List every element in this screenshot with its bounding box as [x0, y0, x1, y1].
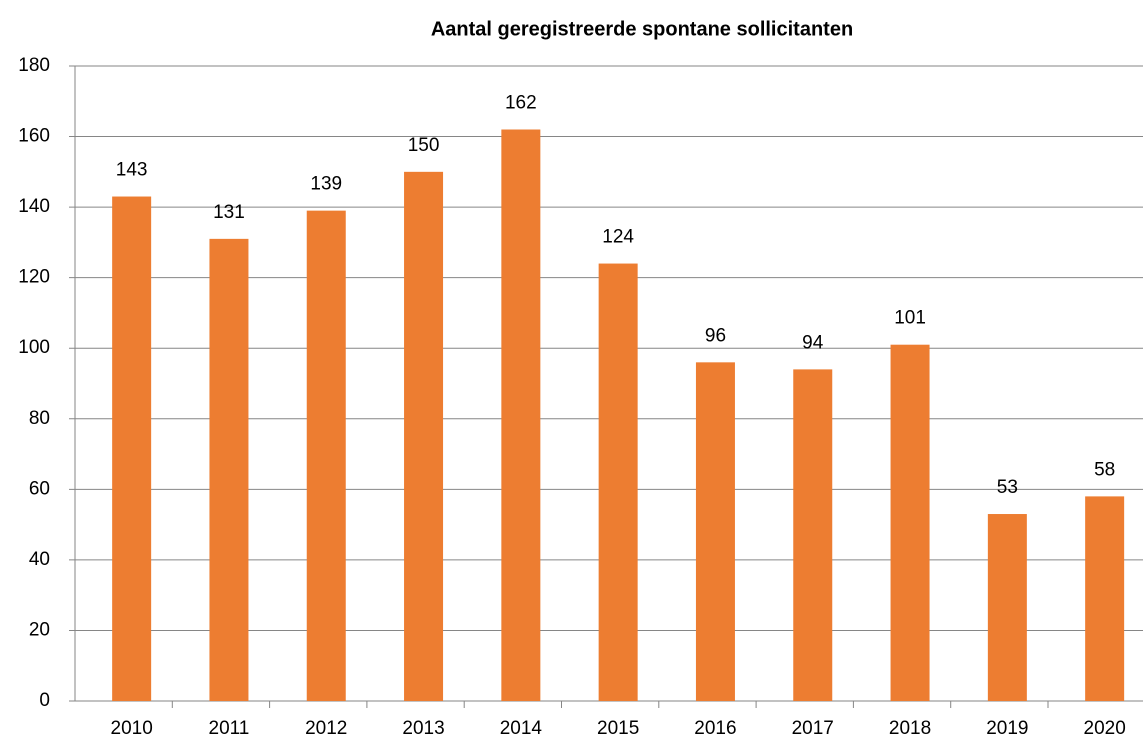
value-label: 96 [705, 325, 726, 346]
x-tick-label: 2020 [1084, 718, 1126, 739]
bar [112, 196, 152, 701]
y-tick-label: 100 [18, 337, 50, 358]
x-tick-label: 2012 [305, 718, 347, 739]
bar [209, 238, 249, 701]
y-tick-label: 0 [39, 690, 50, 711]
value-label: 131 [213, 202, 245, 223]
x-tick-label: 2018 [889, 718, 931, 739]
x-tick-label: 2010 [111, 718, 153, 739]
bar [987, 514, 1027, 701]
y-tick-label: 160 [18, 126, 50, 147]
value-label: 150 [408, 135, 440, 156]
bar [501, 129, 541, 701]
chart-title: Aantal geregistreerde spontane sollicita… [431, 18, 853, 40]
value-label: 124 [602, 227, 634, 248]
x-tick-label: 2016 [694, 718, 736, 739]
bar [306, 210, 346, 701]
value-label: 58 [1094, 459, 1115, 480]
y-tick-label: 120 [18, 267, 50, 288]
y-tick-label: 40 [29, 549, 50, 570]
bar [404, 171, 444, 702]
y-tick-label: 20 [29, 619, 50, 640]
x-tick-label: 2019 [986, 718, 1028, 739]
y-tick-label: 140 [18, 196, 50, 217]
value-label: 139 [310, 174, 342, 195]
x-tick-label: 2015 [597, 718, 639, 739]
value-label: 101 [894, 308, 926, 329]
x-tick-label: 2017 [792, 718, 834, 739]
value-label: 53 [997, 477, 1018, 498]
bar [890, 344, 930, 701]
x-tick-label: 2014 [500, 718, 543, 739]
bar [793, 369, 833, 701]
bar [598, 263, 638, 701]
value-label: 162 [505, 93, 537, 114]
y-tick-label: 180 [18, 55, 50, 76]
x-tick-label: 2011 [209, 718, 250, 739]
y-tick-label: 60 [29, 478, 50, 499]
value-label: 143 [116, 160, 148, 181]
bar [1085, 496, 1125, 701]
value-label: 94 [802, 332, 824, 353]
x-tick-label: 2013 [402, 718, 444, 739]
y-tick-label: 80 [29, 408, 50, 429]
bar [695, 362, 735, 701]
